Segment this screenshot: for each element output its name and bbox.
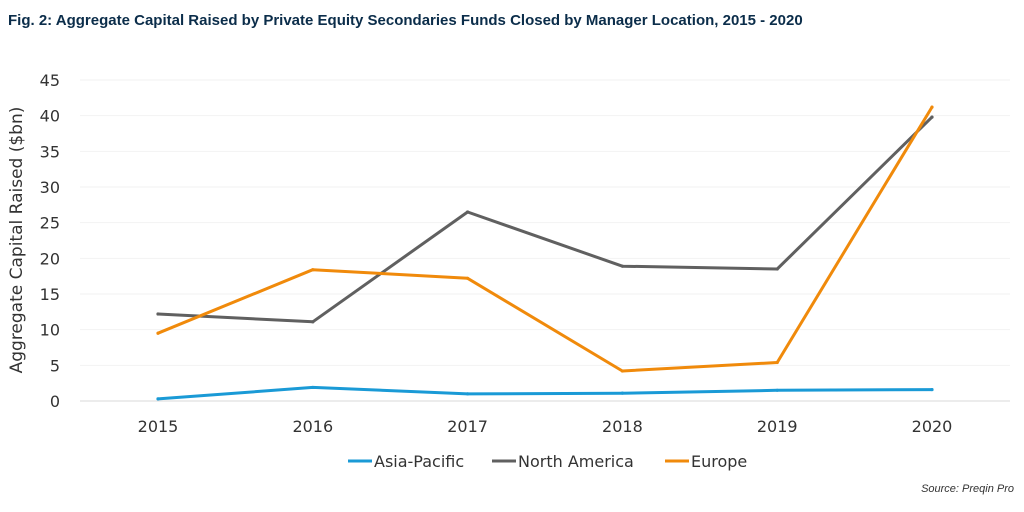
data-point-asia-pacific xyxy=(466,392,470,396)
data-point-europe xyxy=(466,276,470,280)
x-tick-label: 2017 xyxy=(447,417,488,436)
source-note: Source: Preqin Pro xyxy=(921,483,1014,495)
y-tick-label: 30 xyxy=(40,178,60,197)
y-tick-label: 45 xyxy=(40,71,60,90)
x-tick-label: 2019 xyxy=(757,417,798,436)
data-point-north-america xyxy=(775,267,779,271)
series-line-europe xyxy=(156,105,934,373)
data-point-europe xyxy=(930,105,934,109)
data-point-asia-pacific xyxy=(311,385,315,390)
y-tick-label: 0 xyxy=(50,392,60,411)
y-tick-label: 35 xyxy=(40,142,60,161)
y-tick-label: 5 xyxy=(50,356,60,375)
data-point-north-america xyxy=(466,210,470,214)
data-point-europe xyxy=(156,331,160,335)
x-axis: 2015 2016 2017 2018 2019 2020 xyxy=(80,400,1010,436)
x-tick-label: 2018 xyxy=(602,417,643,436)
x-tick-label: 2015 xyxy=(138,417,179,436)
data-point-europe xyxy=(775,360,779,365)
data-point-north-america xyxy=(156,312,160,316)
y-tick-label: 40 xyxy=(40,107,60,126)
data-point-north-america xyxy=(620,264,625,268)
gridlines xyxy=(80,79,1010,366)
data-point-asia-pacific xyxy=(775,388,779,392)
data-point-north-america xyxy=(930,115,934,119)
y-axis-label: Aggregate Capital Raised ($bn) xyxy=(7,107,27,374)
legend: Asia-Pacific North America Europe xyxy=(348,452,747,471)
data-point-asia-pacific xyxy=(930,387,934,392)
y-tick-label: 10 xyxy=(40,321,60,340)
x-tick-label: 2016 xyxy=(292,417,333,436)
series-lines xyxy=(156,105,934,401)
data-point-europe xyxy=(620,369,625,373)
data-point-asia-pacific xyxy=(156,397,160,401)
legend-label-asia-pacific: Asia-Pacific xyxy=(374,452,464,471)
y-tick-label: 20 xyxy=(40,249,60,268)
data-point-north-america xyxy=(311,320,315,324)
y-tick-label: 15 xyxy=(40,285,60,304)
y-axis-ticks: 0 5 10 15 20 25 30 35 40 45 xyxy=(40,71,60,411)
data-point-asia-pacific xyxy=(620,391,625,395)
legend-label-north-america: North America xyxy=(518,452,634,471)
legend-label-europe: Europe xyxy=(691,452,747,471)
chart-title: Fig. 2: Aggregate Capital Raised by Priv… xyxy=(8,12,803,29)
y-tick-label: 25 xyxy=(40,214,60,233)
data-point-europe xyxy=(311,268,315,272)
series-line-north-america xyxy=(156,115,934,324)
series-line-asia-pacific xyxy=(156,385,934,401)
x-tick-label: 2020 xyxy=(912,417,953,436)
